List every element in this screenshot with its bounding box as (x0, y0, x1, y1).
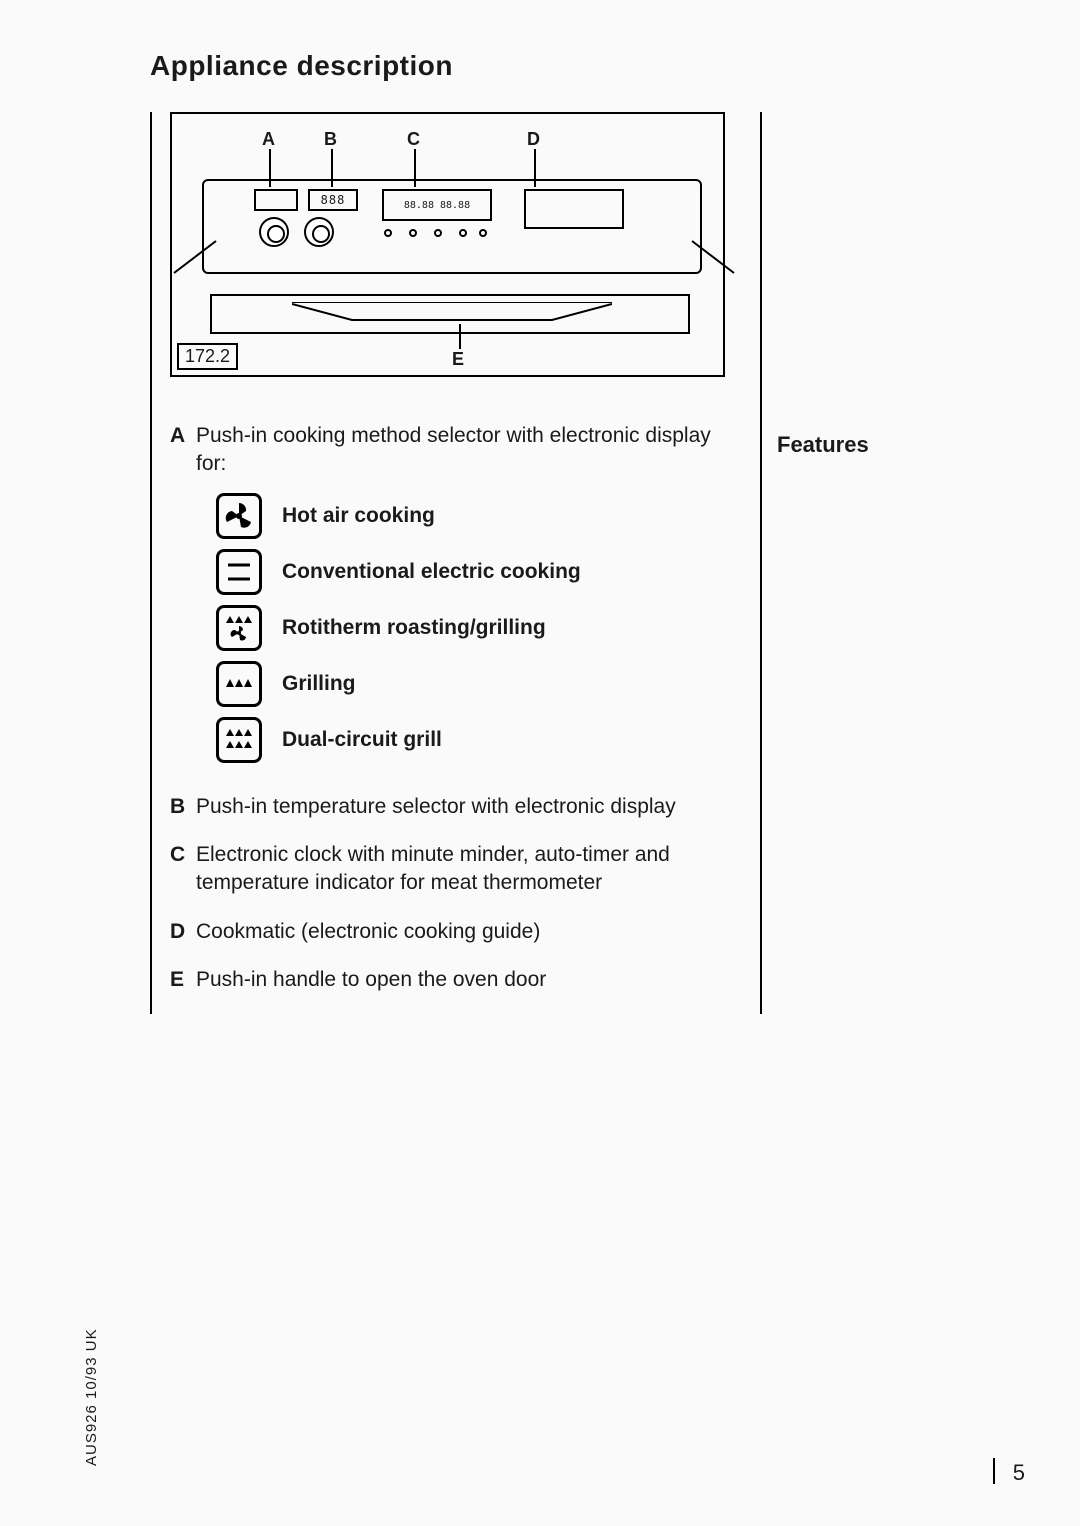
mode-hot-air: Hot air cooking (216, 493, 740, 539)
main-column: A B C D E (150, 112, 740, 1014)
feature-d: D Cookmatic (electronic cooking guide) (170, 918, 740, 946)
features-heading: Features (777, 432, 940, 458)
control-panel: 888 88.88 88.88 (202, 179, 702, 274)
callout-a: A (262, 129, 275, 150)
callout-b: B (324, 129, 337, 150)
mode-grilling: Grilling (216, 661, 740, 707)
appliance-diagram: A B C D E (170, 112, 725, 377)
callout-e: E (452, 349, 464, 370)
display-b: 888 (308, 189, 358, 211)
display-a (254, 189, 298, 211)
feature-c: C Electronic clock with minute minder, a… (170, 841, 740, 898)
knob-a (259, 217, 289, 247)
feature-a: A Push-in cooking method selector with e… (170, 422, 740, 773)
document-code: AUS926 10/93 UK (83, 1328, 100, 1466)
conventional-icon (216, 549, 262, 595)
dual-grill-icon (216, 717, 262, 763)
mode-rotitherm: Rotitherm roasting/grilling (216, 605, 740, 651)
cookmatic-guide (524, 189, 624, 229)
oven-handle-icon (292, 302, 612, 324)
cooking-modes: Hot air cooking Conventional electric co… (216, 493, 740, 763)
callout-d: D (527, 129, 540, 150)
grill-icon (216, 661, 262, 707)
feature-b: B Push-in temperature selector with elec… (170, 793, 740, 821)
mode-dual-grill: Dual-circuit grill (216, 717, 740, 763)
mode-conventional: Conventional electric cooking (216, 549, 740, 595)
page-number-rule (993, 1458, 995, 1484)
display-c: 88.88 88.88 (382, 189, 492, 221)
page-number: 5 (1013, 1460, 1025, 1486)
feature-list: A Push-in cooking method selector with e… (170, 422, 740, 994)
figure-number: 172.2 (177, 343, 238, 370)
callout-c: C (407, 129, 420, 150)
knob-b (304, 217, 334, 247)
fan-icon (216, 493, 262, 539)
rotitherm-icon (216, 605, 262, 651)
side-column: Features (760, 112, 940, 1014)
feature-e: E Push-in handle to open the oven door (170, 966, 740, 994)
page-title: Appliance description (150, 50, 980, 82)
